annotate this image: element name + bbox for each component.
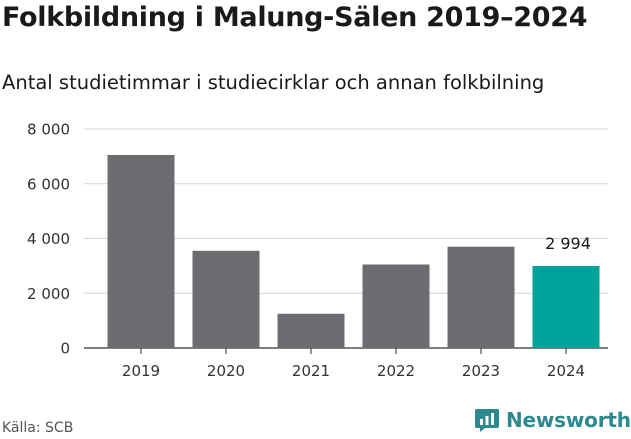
bar-2023 <box>447 246 515 348</box>
y-tick-label: 8 000 <box>27 121 70 139</box>
bar-2021 <box>277 313 345 348</box>
x-axis-ticks: 2019 2020 2021 2022 2023 2024 <box>122 348 585 380</box>
x-tick-label: 2022 <box>377 362 415 380</box>
x-tick-label: 2024 <box>547 362 585 380</box>
bar-2020 <box>192 250 260 348</box>
newsworthy-logo-icon <box>475 409 499 432</box>
bars <box>107 155 600 348</box>
data-label: 2 994 <box>545 234 591 253</box>
y-tick-label: 6 000 <box>27 175 70 193</box>
data-labels: 2 994 <box>545 234 591 253</box>
bar-2024 <box>532 266 600 348</box>
chart-title: Folkbildning i Malung-Sälen 2019–2024 <box>2 2 588 33</box>
x-tick-label: 2023 <box>462 362 500 380</box>
x-tick-label: 2021 <box>292 362 330 380</box>
bar-2019 <box>107 155 175 348</box>
brand-logo: Newsworthy <box>474 407 631 433</box>
bar-2022 <box>362 264 430 348</box>
y-tick-label: 4 000 <box>27 230 70 248</box>
y-axis-ticks: 0 2 000 4 000 6 000 8 000 <box>27 121 70 358</box>
x-tick-label: 2020 <box>207 362 245 380</box>
chart-subtitle: Antal studietimmar i studiecirklar och a… <box>2 71 545 94</box>
y-tick-label: 0 <box>60 340 70 358</box>
x-tick-label: 2019 <box>122 362 160 380</box>
source-note: Källa: SCB <box>2 420 74 436</box>
brand-name: Newsworthy <box>506 408 631 432</box>
y-tick-label: 2 000 <box>27 285 70 303</box>
